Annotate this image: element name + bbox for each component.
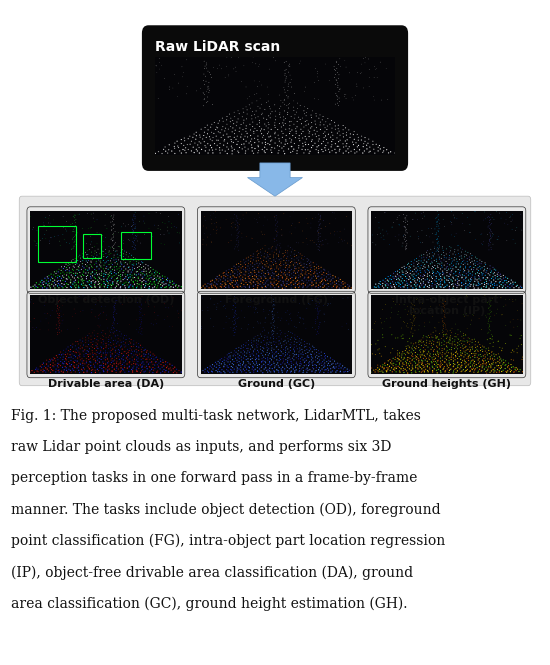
FancyBboxPatch shape xyxy=(142,25,408,171)
Polygon shape xyxy=(248,163,302,196)
Text: Ground heights (GH): Ground heights (GH) xyxy=(382,379,512,389)
FancyBboxPatch shape xyxy=(19,196,531,386)
Text: Raw LiDAR scan: Raw LiDAR scan xyxy=(155,40,280,54)
Text: area classification (GC), ground height estimation (GH).: area classification (GC), ground height … xyxy=(11,597,408,611)
Text: Ground (GC): Ground (GC) xyxy=(238,379,315,389)
Text: point classification (FG), intra-object part location regression: point classification (FG), intra-object … xyxy=(11,534,446,549)
Text: Drivable area (DA): Drivable area (DA) xyxy=(48,379,164,389)
Text: Object detection (OD): Object detection (OD) xyxy=(38,295,174,305)
Text: manner. The tasks include object detection (OD), foreground: manner. The tasks include object detecti… xyxy=(11,503,441,517)
Text: (IP), object-free drivable area classification (DA), ground: (IP), object-free drivable area classifi… xyxy=(11,565,413,580)
Text: Foreground (FG): Foreground (FG) xyxy=(225,295,328,305)
Text: Fig. 1: The proposed multi-task network, LidarMTL, takes: Fig. 1: The proposed multi-task network,… xyxy=(11,409,421,423)
Text: raw Lidar point clouds as inputs, and performs six 3D: raw Lidar point clouds as inputs, and pe… xyxy=(11,440,392,454)
Text: Intra-object part
location (IP): Intra-object part location (IP) xyxy=(395,295,499,316)
Text: perception tasks in one forward pass in a frame-by-frame: perception tasks in one forward pass in … xyxy=(11,471,417,485)
